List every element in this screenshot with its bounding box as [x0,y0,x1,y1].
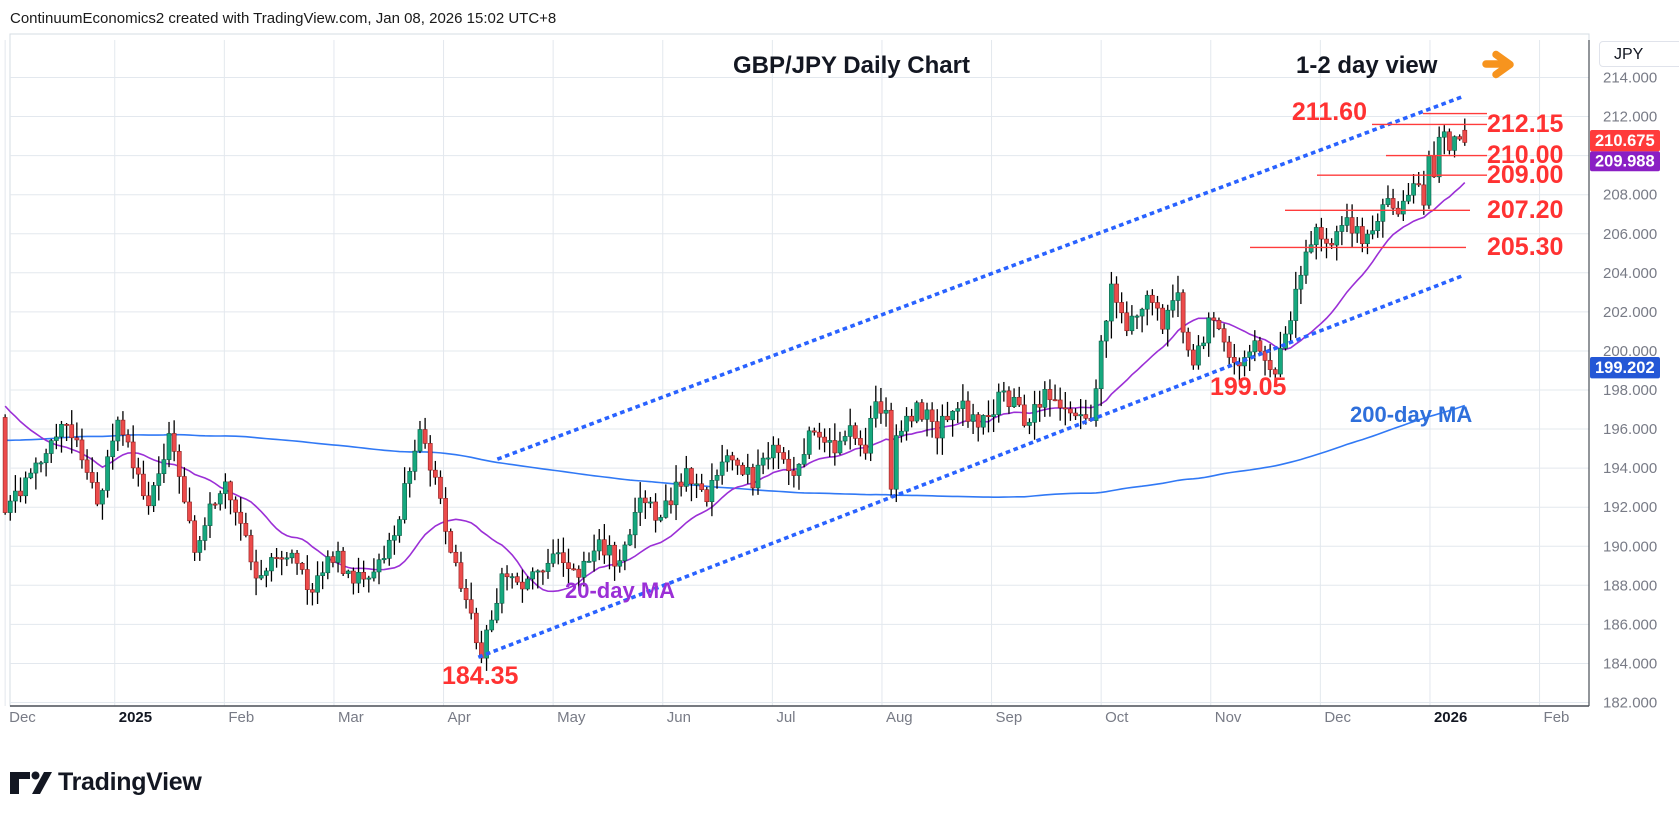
svg-text:210.675: 210.675 [1595,132,1655,150]
svg-text:Jul: Jul [776,709,795,726]
svg-text:212.15: 212.15 [1487,110,1564,138]
svg-text:2025: 2025 [119,709,152,726]
svg-text:Dec: Dec [9,709,36,726]
svg-text:210.00: 210.00 [1487,141,1563,169]
svg-text:202.000: 202.000 [1603,304,1657,321]
svg-text:2026: 2026 [1434,709,1467,726]
svg-text:211.60: 211.60 [1292,98,1367,126]
svg-text:204.000: 204.000 [1603,265,1657,282]
svg-text:199.202: 199.202 [1595,359,1655,377]
svg-text:Aug: Aug [886,709,913,726]
svg-text:214.000: 214.000 [1603,70,1657,87]
svg-text:Mar: Mar [338,709,364,726]
svg-text:20-day MA: 20-day MA [565,578,675,603]
svg-text:205.30: 205.30 [1487,233,1563,261]
svg-text:1-2 day view: 1-2 day view [1296,52,1438,79]
svg-text:Feb: Feb [1544,709,1570,726]
svg-text:190.000: 190.000 [1603,538,1657,555]
svg-text:199.05: 199.05 [1210,373,1287,401]
svg-text:Oct: Oct [1105,709,1129,726]
svg-text:Dec: Dec [1324,709,1351,726]
svg-text:Apr: Apr [448,709,471,726]
svg-text:192.000: 192.000 [1603,499,1657,516]
svg-text:188.000: 188.000 [1603,577,1657,594]
svg-text:184.35: 184.35 [442,662,519,690]
svg-text:182.000: 182.000 [1603,695,1657,712]
svg-text:Sep: Sep [996,709,1023,726]
svg-text:208.000: 208.000 [1603,187,1657,204]
svg-text:206.000: 206.000 [1603,226,1657,243]
svg-text:Jun: Jun [667,709,691,726]
svg-text:194.000: 194.000 [1603,460,1657,477]
svg-text:Nov: Nov [1215,709,1242,726]
svg-text:186.000: 186.000 [1603,616,1657,633]
svg-text:196.000: 196.000 [1603,421,1657,438]
svg-text:207.20: 207.20 [1487,196,1563,224]
svg-text:Feb: Feb [228,709,254,726]
svg-text:GBP/JPY Daily Chart: GBP/JPY Daily Chart [733,52,970,79]
svg-text:184.000: 184.000 [1603,655,1657,672]
svg-text:200-day MA: 200-day MA [1350,402,1472,427]
svg-text:198.000: 198.000 [1603,382,1657,399]
svg-text:May: May [557,709,586,726]
svg-text:209.988: 209.988 [1595,153,1655,171]
svg-text:212.000: 212.000 [1603,109,1657,126]
